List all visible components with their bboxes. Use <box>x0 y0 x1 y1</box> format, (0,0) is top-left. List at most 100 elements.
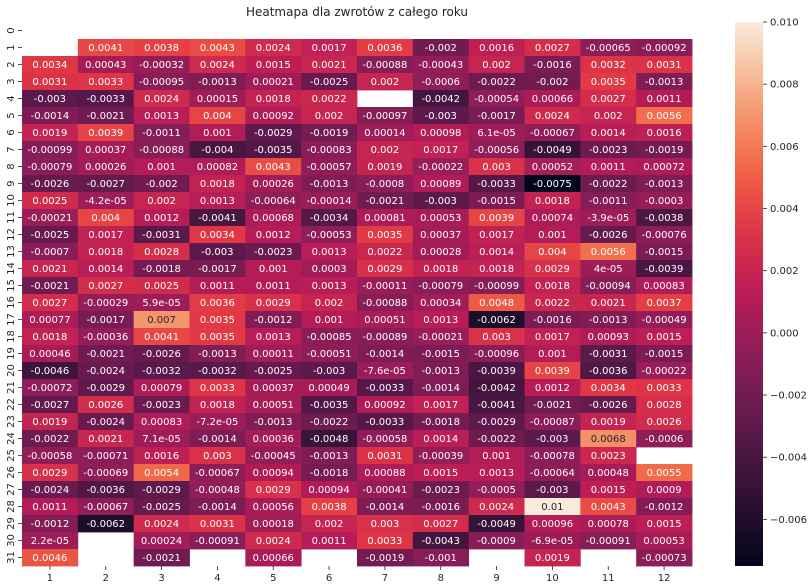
heatmap-cell <box>133 345 190 363</box>
cell-value-label: 0.0039 <box>479 213 514 224</box>
heatmap-cell <box>524 498 581 516</box>
y-tick-label: 27 <box>6 483 17 496</box>
heatmap-cell <box>133 73 190 91</box>
cell-value-label: -0.0016 <box>533 60 572 71</box>
heatmap-cell <box>133 158 190 176</box>
x-tick-label: 2 <box>103 573 109 584</box>
cell-value-label: 0.00082 <box>197 162 238 173</box>
cell-value-label: -0.00092 <box>642 43 687 54</box>
cell-value-label: 0.00083 <box>141 417 182 428</box>
heatmap-cell <box>524 515 581 533</box>
heatmap-cell <box>133 175 190 193</box>
y-tick-label: 4 <box>6 95 17 101</box>
heatmap-cell <box>245 260 302 278</box>
heatmap-cell <box>524 56 581 74</box>
cell-value-label: -0.0015 <box>645 349 684 360</box>
cell-value-label: -0.00048 <box>195 485 240 496</box>
heatmap-cell <box>245 73 302 91</box>
cell-value-label: 0.00092 <box>253 111 294 122</box>
cell-value-label: 0.00079 <box>141 383 182 394</box>
cell-value-label: 0.0046 <box>32 553 67 564</box>
cell-value-label: -0.0029 <box>142 485 181 496</box>
heatmap-cell <box>636 56 693 74</box>
heatmap-cell <box>636 413 693 431</box>
cell-value-label: -0.00079 <box>27 162 72 173</box>
heatmap-cell <box>412 226 470 244</box>
heatmap-cell <box>189 362 246 380</box>
heatmap-cell <box>77 39 135 57</box>
cell-value-label: 0.0043 <box>200 43 235 54</box>
heatmap-cell <box>301 294 358 312</box>
heatmap-cell <box>357 481 414 499</box>
heatmap-cell <box>412 209 470 227</box>
heatmap-cell <box>133 515 190 533</box>
y-tick-label: 12 <box>6 228 17 241</box>
cell-value-label: 0.00053 <box>643 536 684 547</box>
heatmap-cell <box>636 498 693 516</box>
heatmap-cell <box>468 532 525 550</box>
heatmap-cell <box>357 39 414 57</box>
heatmap-cell <box>357 192 414 210</box>
heatmap-cell <box>133 124 190 142</box>
heatmap-cell <box>357 141 414 159</box>
x-tick-label: 1 <box>47 573 53 584</box>
y-tick-label: 10 <box>6 194 17 207</box>
heatmap-cell <box>301 481 358 499</box>
cell-value-label: -0.0006 <box>421 77 460 88</box>
heatmap-cell <box>22 311 79 329</box>
cell-value-label: -0.0013 <box>645 77 684 88</box>
heatmap-cell <box>524 39 581 57</box>
heatmap-cell <box>524 481 581 499</box>
heatmap-cell <box>412 549 470 567</box>
cell-value-label: 0.0015 <box>647 519 682 530</box>
cell-value-label: 0.001 <box>315 315 344 326</box>
cell-value-label: -0.00057 <box>307 162 352 173</box>
cell-value-label: -0.00014 <box>307 196 352 207</box>
cell-value-label: 0.0018 <box>535 281 570 292</box>
heatmap-cell <box>636 379 693 397</box>
heatmap-cell <box>636 345 693 363</box>
heatmap-cell <box>301 209 358 227</box>
colorbar-tick-label: −0.004 <box>770 453 807 464</box>
heatmap-cell <box>245 39 302 57</box>
cell-value-label: 0.0031 <box>647 60 682 71</box>
cell-value-label: 0.0011 <box>256 281 291 292</box>
heatmap-cell <box>22 294 79 312</box>
cell-value-label: 0.0024 <box>144 94 179 105</box>
heatmap-cell <box>22 379 79 397</box>
cell-value-label: 0.0026 <box>88 400 123 411</box>
cell-value-label: 0.0043 <box>256 162 291 173</box>
cell-value-label: -0.0009 <box>477 536 516 547</box>
cell-value-label: -0.00097 <box>362 111 407 122</box>
heatmap-cell <box>412 158 470 176</box>
heatmap-cell <box>524 328 581 346</box>
heatmap-cell <box>468 294 525 312</box>
heatmap-cell <box>580 379 637 397</box>
heatmap-cell <box>245 379 302 397</box>
cell-value-label: 0.00052 <box>532 162 573 173</box>
cell-value-label: -0.0034 <box>310 213 349 224</box>
heatmap-cell <box>189 430 246 448</box>
heatmap-cell <box>468 243 525 261</box>
cell-value-label: 0.004 <box>538 247 567 258</box>
y-tick-label: 25 <box>6 449 17 462</box>
cell-value-label: -0.00065 <box>586 43 631 54</box>
cell-value-label: 0.0034 <box>32 60 67 71</box>
heatmap-cell <box>77 209 135 227</box>
heatmap-cell <box>189 158 246 176</box>
cell-value-label: 0.0018 <box>479 264 514 275</box>
heatmap-cell <box>133 39 190 57</box>
cell-value-label: -4.2e-05 <box>85 196 127 207</box>
y-tick-label: 18 <box>6 330 17 343</box>
cell-value-label: 0.00094 <box>308 485 349 496</box>
heatmap-cell <box>22 328 79 346</box>
cell-value-label: 0.0035 <box>200 315 235 326</box>
heatmap-cell <box>22 175 79 193</box>
cell-value-label: -0.00096 <box>474 349 519 360</box>
cell-value-label: -0.0022 <box>310 417 349 428</box>
heatmap-cell <box>245 209 302 227</box>
heatmap-cell <box>133 209 190 227</box>
y-tick-label: 23 <box>6 415 17 428</box>
heatmap-cell <box>77 226 135 244</box>
x-tick-label: 7 <box>382 573 388 584</box>
